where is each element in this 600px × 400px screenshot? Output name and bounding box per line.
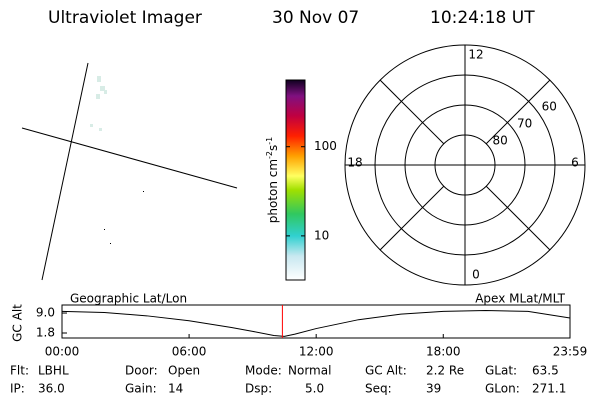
dots [104,191,144,244]
time: 10:24:18 UT [430,8,535,28]
polar-diagonal [485,79,551,145]
x-tick-label: 23:59 [553,345,588,359]
y-tick-label: 1.8 [36,326,55,340]
status-key: Flt: [10,364,29,378]
geo-line [41,62,89,281]
right-label: Apex MLat/MLT [475,292,565,306]
colorbar-scale [285,79,306,281]
y-axis-label: GC Alt [11,304,25,342]
colorbar-label: photon cm-2s-1 [265,137,279,224]
label-part: s [266,145,280,151]
status-value: LBHL [38,364,69,378]
status-value: 271.1 [532,382,566,396]
altitude-line [61,310,571,337]
colorbar: 10 100 [285,79,337,281]
status-key: Door: [125,364,158,378]
polar-diagonal [485,185,551,251]
status-value: Normal [288,364,331,378]
date: 30 Nov 07 [272,8,359,28]
plot-frame [61,304,571,339]
label-part: -2 [265,151,274,159]
colorbar-tick-label: 100 [314,139,337,153]
y-tick-label: 9.0 [36,306,55,320]
polar-ring-label: 80 [492,134,507,148]
status-key: GLat: [485,364,517,378]
x-tick-label: 00:00 [45,345,80,359]
label-part: -1 [265,137,274,145]
status-key: GLon: [485,382,520,396]
geo-line [21,127,238,189]
status-key: Gain: [125,382,157,396]
status-value: 5.0 [305,382,324,396]
status-value: 39 [426,382,441,396]
polar-diagonal [379,79,445,145]
altitude-plot: Geographic Lat/Lon Apex MLat/MLT GC Alt 9.0… [11,292,588,359]
status-key: Seq: [365,382,392,396]
status-value: 36.0 [38,382,65,396]
status-value: 63.5 [532,364,559,378]
status-value: Open [168,364,200,378]
status-bar: Flt: LBHL Door: Open Mode: Normal GC Alt: 2.2 R… [10,364,566,396]
status-value: 2.2 Re [426,364,464,378]
left-label: Geographic Lat/Lon [70,292,187,306]
status-key: Mode: [245,364,282,378]
aurora-pixels [90,76,107,131]
mlt-label: 12 [468,48,483,62]
x-tick-label: 06:00 [172,345,207,359]
status-value: 14 [168,382,183,396]
status-key: IP: [10,382,25,396]
status-key: GC Alt: [365,364,407,378]
x-tick-label: 18:00 [426,345,461,359]
title: Ultraviolet Imager [48,8,202,28]
x-tick-label: 12:00 [299,345,334,359]
status-key: Dsp: [245,382,272,396]
polar-ring-label: 70 [517,116,532,130]
mlt-label: 18 [347,156,362,170]
image-panel [21,62,238,281]
colorbar-tick-label: 10 [314,228,329,242]
polar-ring-label: 60 [542,99,557,113]
polar-diagonal [379,185,445,251]
label-part: photon cm [266,159,280,223]
mlt-label: 0 [472,268,480,282]
mlt-label: 6 [571,156,579,170]
